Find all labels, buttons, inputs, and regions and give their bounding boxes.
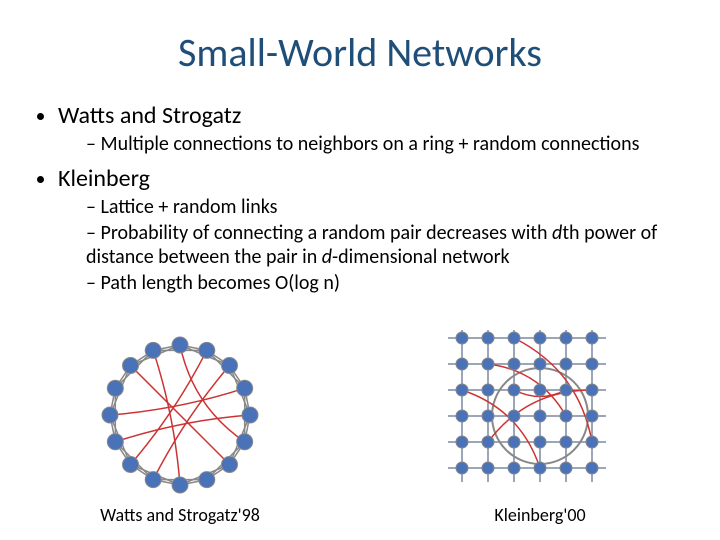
sub-list: Lattice + random links Probability of co… — [86, 195, 680, 295]
bullet-text: Watts and Strogatz — [58, 101, 241, 130]
page-title: Small-World Networks — [40, 28, 680, 77]
bullet-text: Kleinberg — [58, 164, 150, 193]
figure-ring: Watts and Strogatz'98 — [80, 330, 280, 526]
sub-bullet: Multiple connections to neighbors on a r… — [86, 132, 680, 156]
sub-list: Multiple connections to neighbors on a r… — [86, 132, 680, 156]
caption-left: Watts and Strogatz'98 — [100, 504, 260, 526]
bullet-watts: Watts and Strogatz Multiple connections … — [58, 101, 680, 156]
sub-bullet: Path length becomes O(log n) — [86, 271, 680, 295]
sub-bullet: Lattice + random links — [86, 195, 680, 219]
bullet-list: Watts and Strogatz Multiple connections … — [58, 101, 680, 295]
caption-right: Kleinberg'00 — [494, 504, 585, 526]
figure-lattice: Kleinberg'00 — [440, 330, 640, 526]
bullet-kleinberg: Kleinberg Lattice + random links Probabi… — [58, 164, 680, 295]
sub-bullet: Probability of connecting a random pair … — [86, 221, 680, 269]
ring-diagram — [80, 330, 280, 500]
slide: Small-World Networks Watts and Strogatz … — [0, 0, 720, 540]
figures-row: Watts and Strogatz'98 Kleinberg'00 — [0, 330, 720, 526]
lattice-diagram — [440, 330, 640, 500]
